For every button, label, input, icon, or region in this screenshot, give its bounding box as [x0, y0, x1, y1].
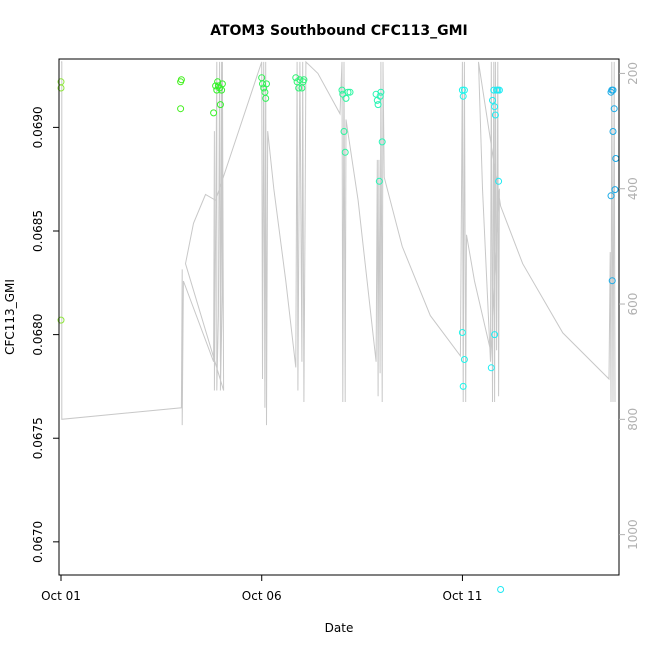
data-point — [262, 94, 270, 102]
data-point — [495, 177, 503, 185]
data-point — [341, 148, 349, 156]
data-point — [261, 88, 269, 96]
pressure-trace-line — [61, 60, 616, 426]
data-points-layer — [57, 74, 620, 593]
data-point — [609, 128, 617, 135]
data-point — [611, 186, 619, 194]
data-point — [460, 356, 468, 363]
right-pressure-axis: 200 400 600 800 1000 — [619, 62, 640, 550]
data-point — [216, 101, 224, 109]
data-point — [344, 88, 352, 96]
data-point — [346, 88, 354, 96]
data-point — [338, 86, 346, 94]
data-point — [292, 74, 300, 82]
data-point — [377, 88, 385, 96]
data-point — [609, 86, 617, 94]
data-point — [378, 138, 386, 146]
data-point — [491, 103, 499, 111]
data-point — [608, 277, 616, 285]
y-tick-label: 0.0670 — [31, 521, 45, 563]
y-axis: 0.0670 0.0675 0.0680 0.0685 0.0690 — [31, 106, 59, 563]
data-point — [57, 316, 65, 324]
data-point — [458, 329, 466, 336]
data-point — [342, 94, 350, 102]
y-tick-label: 0.0680 — [31, 314, 45, 356]
right-axis-tick-label: 800 — [626, 408, 640, 431]
right-axis-tick-label: 600 — [626, 293, 640, 316]
data-point — [487, 364, 495, 372]
data-point — [460, 86, 468, 94]
data-point — [210, 109, 218, 117]
data-point — [259, 80, 266, 88]
data-point — [57, 84, 65, 92]
data-point — [263, 80, 270, 88]
data-point — [300, 76, 308, 84]
data-point — [495, 86, 503, 94]
x-tick-label: Oct 06 — [242, 589, 282, 603]
data-point — [459, 92, 467, 100]
chart-title: ATOM3 Southbound CFC113_GMI — [210, 23, 468, 39]
data-point — [610, 105, 618, 113]
x-tick-label: Oct 01 — [41, 589, 81, 603]
pressure-trace-layer — [61, 60, 616, 426]
x-tick-label: Oct 11 — [443, 589, 483, 603]
data-point — [491, 331, 499, 339]
right-axis-tick-label: 400 — [626, 177, 640, 200]
data-point — [491, 111, 499, 119]
data-point — [177, 76, 185, 84]
data-point — [497, 586, 505, 593]
data-point — [607, 192, 615, 200]
data-point — [374, 101, 382, 109]
data-point — [376, 92, 384, 100]
y-axis-label: CFC113_GMI — [3, 279, 17, 355]
x-axis-label: Date — [325, 621, 354, 635]
data-point — [489, 96, 496, 104]
x-axis: Oct 01 Oct 06 Oct 11 — [41, 575, 482, 603]
data-point — [212, 82, 220, 90]
right-axis-tick-label: 1000 — [626, 519, 640, 550]
data-point — [218, 80, 226, 88]
data-point — [295, 84, 303, 92]
plot-frame — [58, 58, 620, 576]
data-point — [459, 382, 467, 390]
right-axis-tick-label: 200 — [626, 62, 640, 85]
data-point — [375, 177, 383, 185]
data-point — [177, 105, 185, 113]
y-tick-label: 0.0685 — [31, 210, 45, 252]
data-point — [340, 128, 348, 135]
y-tick-label: 0.0675 — [31, 417, 45, 459]
y-tick-label: 0.0690 — [31, 106, 45, 148]
